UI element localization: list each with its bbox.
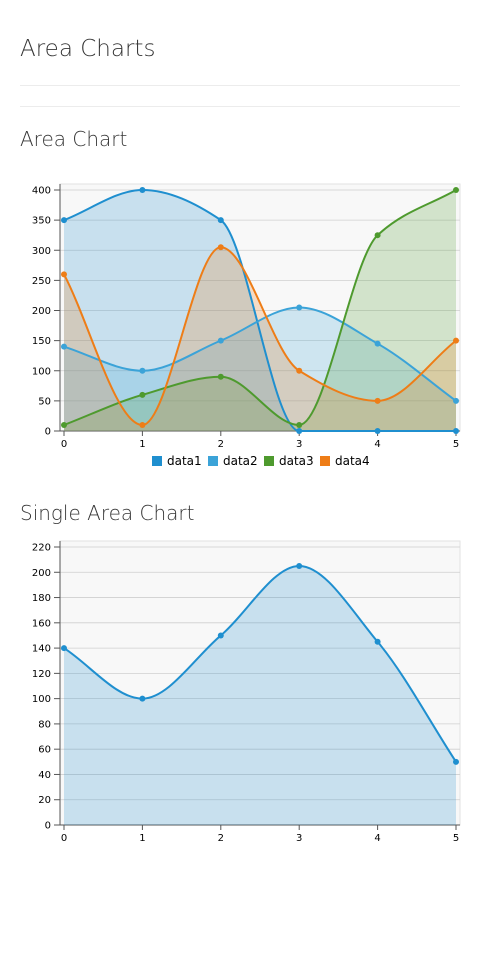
data-point-data3 (217, 373, 224, 380)
data-point-data1 (217, 217, 224, 224)
data-point-data3 (374, 232, 381, 239)
data-point-data2 (453, 758, 459, 765)
legend-swatch-data1 (152, 456, 162, 466)
y-tick-label: 400 (32, 186, 51, 197)
y-tick-label: 220 (32, 543, 51, 554)
data-point-data4 (453, 337, 459, 344)
series-area-data2 (64, 307, 456, 431)
series-area-data2 (64, 565, 456, 825)
y-tick-label: 50 (38, 396, 51, 407)
y-tick-label: 200 (32, 306, 51, 317)
data-point-data4 (217, 244, 224, 251)
y-tick-label: 150 (32, 336, 51, 347)
data-point-data4 (61, 271, 67, 278)
single-area-chart: 0 20 40 60 80 100 120 140 160 180 200 220 0 1 2 3 4 5 (32, 540, 461, 844)
data-point-data3 (296, 421, 303, 428)
data-point-data4 (374, 397, 381, 404)
plot-background (59, 183, 461, 432)
x-tick-label: 0 (61, 833, 67, 844)
series-area-data1 (64, 190, 456, 431)
data-point-data2 (296, 304, 303, 311)
y-tick-label: 20 (38, 795, 51, 806)
data-point-data2 (374, 340, 381, 347)
y-tick-label: 250 (32, 276, 51, 287)
legend-label-data1: data1 (167, 454, 202, 468)
series-area-data4 (64, 247, 456, 431)
data-point-data2 (61, 645, 67, 652)
y-tick-label: 100 (32, 366, 51, 377)
divider-top (20, 85, 460, 86)
y-tick-label: 100 (32, 694, 51, 705)
y-tick-label: 40 (38, 770, 51, 781)
x-tick-label: 1 (139, 439, 145, 450)
y-tick-label: 120 (32, 669, 51, 680)
data-point-data4 (139, 421, 146, 428)
data-point-data2 (217, 337, 224, 344)
y-tick-label: 350 (32, 216, 51, 227)
y-tick-label: 200 (32, 568, 51, 579)
data-point-data1 (453, 428, 459, 434)
page-title: Area Charts (20, 36, 156, 62)
series-area-data3 (64, 190, 456, 431)
data-point-data1 (61, 217, 67, 224)
data-point-data1 (374, 428, 381, 434)
y-tick-label: 0 (45, 427, 51, 438)
y-tick-label: 0 (45, 821, 51, 832)
data-point-data1 (296, 428, 303, 434)
y-tick-label: 160 (32, 618, 51, 629)
x-tick-label: 4 (374, 439, 380, 450)
area-chart: 0 50 100 150 200 250 300 350 400 0 1 2 3 4 5 data1 data2… (32, 183, 461, 468)
legend-swatch-data2 (208, 456, 218, 466)
legend-label-data3: data3 (279, 454, 314, 468)
data-point-data2 (139, 367, 146, 374)
x-tick-label: 1 (139, 833, 145, 844)
data-point-data4 (296, 367, 303, 374)
x-tick-label: 2 (218, 833, 224, 844)
divider-bottom (20, 106, 460, 107)
y-tick-label: 300 (32, 246, 51, 257)
data-point-data2 (453, 397, 459, 404)
series-line-data2 (63, 306, 457, 402)
x-tick-label: 0 (61, 439, 67, 450)
x-tick-label: 3 (296, 833, 302, 844)
section-title-area-chart: Area Chart (20, 127, 128, 151)
data-point-data2 (296, 562, 303, 569)
legend-label-data2: data2 (223, 454, 258, 468)
data-point-data2 (61, 343, 67, 350)
legend-label-data4: data4 (335, 454, 370, 468)
y-tick-label: 180 (32, 593, 51, 604)
y-tick-label: 60 (38, 745, 51, 756)
y-tick-label: 80 (38, 719, 51, 730)
y-tick-label: 140 (32, 644, 51, 655)
plot-background (59, 540, 461, 826)
x-tick-label: 4 (374, 833, 380, 844)
data-point-data3 (61, 421, 67, 428)
section-title-single-area-chart: Single Area Chart (20, 501, 195, 525)
legend-swatch-data3 (264, 456, 274, 466)
data-point-data2 (374, 638, 381, 645)
x-tick-label: 5 (453, 833, 459, 844)
x-tick-label: 3 (296, 439, 302, 450)
data-point-data2 (217, 632, 224, 639)
data-point-data3 (139, 391, 146, 398)
data-point-data2 (139, 695, 146, 702)
x-tick-label: 5 (453, 439, 459, 450)
x-tick-label: 2 (218, 439, 224, 450)
legend-swatch-data4 (320, 456, 330, 466)
data-point-data1 (139, 187, 146, 193)
data-point-data3 (453, 187, 459, 193)
